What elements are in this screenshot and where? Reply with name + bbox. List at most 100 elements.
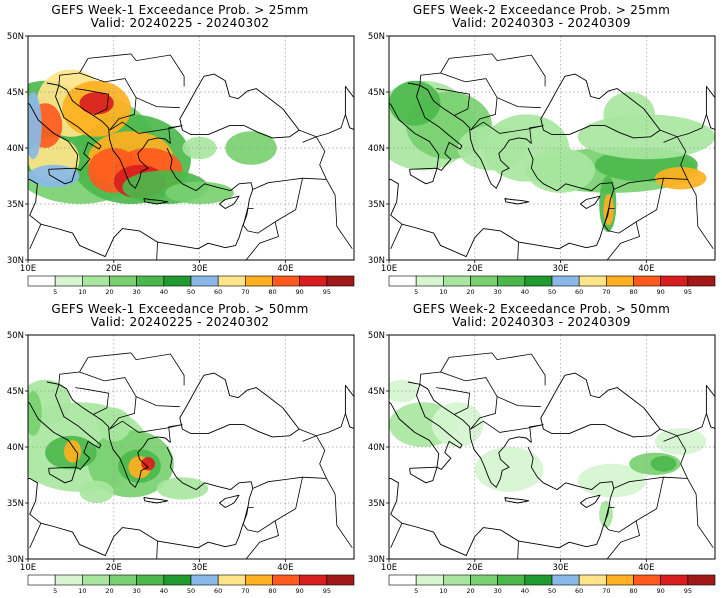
coastline (527, 147, 615, 192)
country-border (245, 221, 279, 260)
country-border (663, 114, 707, 143)
colorbar-swatch (299, 275, 328, 287)
colorbar-label: 95 (323, 288, 331, 296)
colorbar-swatch (388, 275, 417, 287)
coastlines (28, 372, 354, 559)
gridlines (28, 335, 354, 559)
coastline (28, 82, 102, 171)
probability-contour (603, 92, 655, 137)
colorbar-label: 5 (53, 288, 57, 296)
coastline (409, 466, 438, 484)
probability-field (28, 69, 277, 204)
colorbar-swatch (415, 574, 444, 586)
colorbar-swatch (660, 275, 689, 287)
lat-label: 45N (7, 387, 24, 397)
colorbar-swatch (443, 574, 471, 586)
probability-contour (79, 480, 114, 503)
country-border (390, 224, 403, 249)
colorbar-swatch (136, 574, 165, 586)
colorbar-label: 95 (684, 587, 692, 595)
colorbar: 5 10 20 30 40 50 60 70 80 90 95 (27, 574, 355, 595)
lon-label: 10E (20, 563, 36, 573)
probability-contour (650, 455, 677, 472)
colorbar-swatch (54, 574, 83, 586)
probability-contour (599, 500, 613, 528)
probability-contour (457, 125, 527, 171)
coastline (552, 125, 661, 139)
colorbar-swatch (687, 275, 716, 287)
colorbar-swatch (190, 275, 219, 287)
country-border (603, 208, 615, 232)
country-border (529, 424, 544, 443)
colorbar-label: 60 (214, 288, 222, 296)
coastline (58, 84, 171, 189)
lat-label: 35N (7, 200, 24, 210)
probability-contour (225, 131, 277, 165)
country-border (29, 224, 42, 249)
colorbar-label: 20 (466, 288, 474, 296)
colorbar-swatch (633, 574, 661, 586)
borders (390, 352, 714, 559)
coastline (344, 85, 354, 130)
lat-label: 30N (7, 555, 24, 565)
map-area (389, 335, 715, 559)
coastline (344, 384, 354, 429)
probability-contour (526, 148, 595, 193)
lon-label: 30E (191, 264, 207, 274)
panel-title: GEFS Week-2 Exceedance Prob. > 25mm (412, 3, 671, 17)
colorbar-swatch (217, 574, 246, 586)
colorbar-swatch (299, 574, 328, 586)
country-border (156, 242, 158, 260)
colorbar-swatch (163, 275, 192, 287)
coastline (16, 114, 24, 132)
coastline (580, 195, 601, 209)
colorbar-label: 40 (160, 587, 168, 595)
colorbar-label: 60 (575, 288, 583, 296)
lon-label: 10E (20, 264, 36, 274)
lat-label: 40N (368, 144, 385, 154)
panel-week1-25mm: GEFS Week-1 Exceedance Prob. > 25mm Vali… (0, 0, 360, 299)
country-border (109, 97, 137, 131)
lat-label: 40N (368, 443, 385, 453)
coastline (705, 384, 715, 429)
colorbar-label: 20 (466, 587, 474, 595)
coastlines (389, 73, 715, 260)
coastline (58, 383, 171, 488)
coastline (191, 125, 300, 139)
coastline (48, 466, 77, 484)
probability-contour (389, 379, 420, 403)
probability-contour (389, 80, 441, 126)
country-border (517, 242, 519, 260)
coastline (28, 178, 254, 258)
coastline (219, 494, 240, 508)
lat-label: 45N (7, 88, 24, 98)
map-area (16, 36, 354, 260)
lat-label: 45N (368, 387, 385, 397)
lat-label: 45N (368, 88, 385, 98)
panel-title: GEFS Week-1 Exceedance Prob. > 25mm (51, 3, 309, 17)
lon-label: 30E (552, 264, 568, 274)
lon-label: 30E (191, 563, 207, 573)
colorbar-swatch (109, 574, 137, 586)
panel-title: GEFS Week-1 Exceedance Prob. > 50mm (51, 302, 309, 316)
coastline (552, 424, 661, 438)
coastline (504, 496, 530, 504)
lat-label: 35N (368, 200, 385, 210)
lon-label: 20E (467, 563, 483, 573)
lat-label: 50N (368, 32, 385, 42)
panel-title: GEFS Week-2 Exceedance Prob. > 50mm (412, 302, 671, 316)
coastline (419, 383, 532, 488)
lon-label: 40E (277, 563, 293, 573)
colorbar-swatch (578, 275, 607, 287)
lon-label: 20E (467, 264, 483, 274)
colorbar-swatch (272, 574, 300, 586)
colorbar-label: 95 (323, 587, 331, 595)
country-border (245, 520, 279, 559)
colorbar-label: 40 (521, 587, 529, 595)
colorbar-swatch (470, 275, 498, 287)
lon-label: 40E (638, 563, 654, 573)
colorbar-label: 10 (78, 587, 86, 595)
country-border (687, 478, 714, 549)
colorbar-swatch (687, 574, 716, 586)
